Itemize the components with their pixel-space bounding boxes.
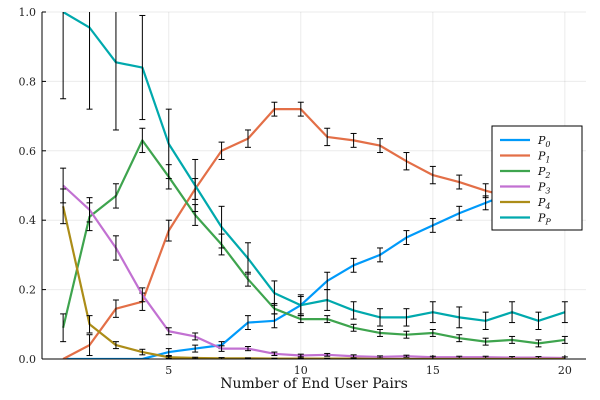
x-tick-label: 15: [426, 364, 440, 377]
axes: [41, 12, 586, 360]
legend-entry: P3: [537, 181, 551, 196]
series-line: [62, 184, 565, 359]
legend-entry: PP: [537, 212, 551, 227]
y-tick-label: 0.6: [19, 145, 37, 158]
series-line: [62, 139, 566, 345]
series-line: [62, 12, 566, 322]
series-2: [60, 127, 568, 348]
x-tick-label: 5: [165, 364, 172, 377]
legend-entry: P4: [537, 196, 551, 211]
ticks: 5 10 15 20 0.0 0.2 0.4 0.6 0.8 1.0: [19, 6, 572, 377]
series-line: [62, 108, 566, 359]
y-tick-label: 0.4: [19, 214, 37, 227]
series-line: [63, 172, 566, 359]
legend-box: [491, 125, 583, 231]
legend-entry: P2: [537, 165, 551, 180]
legend-entry: P0: [537, 134, 551, 149]
x-tick-label: 10: [294, 364, 308, 377]
y-tick-label: 0.2: [19, 284, 37, 297]
series-line: [62, 206, 565, 359]
y-tick-label: 0.8: [19, 75, 37, 88]
x-axis-label: Number of End User Pairs: [220, 376, 408, 392]
y-tick-label: 0.0: [19, 353, 37, 366]
y-tick-label: 1.0: [19, 6, 37, 19]
series-4: [60, 188, 565, 359]
x-tick-label: 20: [558, 364, 572, 377]
series-P: [60, 12, 568, 331]
legend-entry: P1: [537, 150, 551, 165]
